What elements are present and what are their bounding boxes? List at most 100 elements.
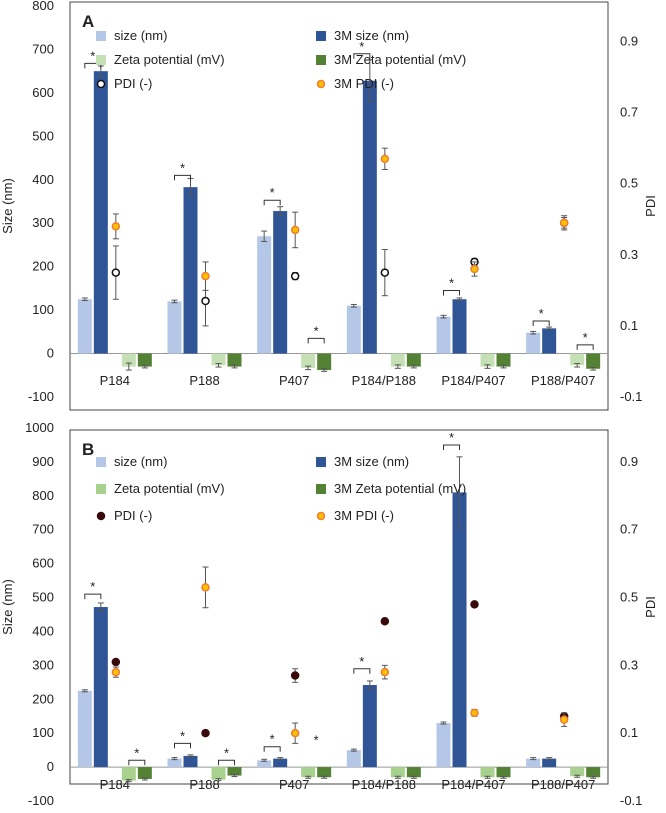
y-tick-label: -100 [28, 793, 54, 808]
panel-letter: B [82, 440, 94, 459]
significance-bracket [443, 444, 460, 450]
bar-3m-zeta-potential-mv- [137, 767, 152, 779]
bar-3m-size-nm- [273, 758, 288, 768]
pdi-marker-initial [201, 728, 210, 738]
bar-3m-size-nm- [452, 492, 467, 768]
pdi-marker-initial [111, 657, 121, 667]
pdi-marker-3m [380, 667, 390, 677]
significance-star: * [314, 323, 319, 338]
pdi-marker-3m [470, 264, 479, 274]
pdi-marker-3m [559, 218, 569, 228]
significance-star: * [314, 732, 319, 747]
significance-bracket [353, 53, 371, 59]
y-tick-label: 700 [32, 41, 54, 56]
pdi-marker-initial [290, 671, 300, 680]
panel-a: -100 0 100 200 300 400 500 600 700 800 -0.1 0.1 0.3 0… [0, 0, 658, 411]
significance-star: * [539, 306, 544, 321]
y-tick-label: 500 [32, 590, 54, 605]
legend-swatch [316, 457, 326, 467]
significance-bracket [443, 290, 460, 296]
y2-tick-label: 0.5 [620, 590, 638, 605]
pdi-marker-initial [290, 271, 300, 281]
bar-3m-size-nm- [362, 685, 377, 768]
legend-label: 3M size (nm) [334, 454, 409, 469]
y-tick-label: 300 [32, 657, 54, 672]
legend-label: PDI (-) [114, 76, 152, 91]
legend-swatch [96, 55, 106, 65]
significance-bracket [218, 759, 235, 766]
y2-tick-label: 0.7 [620, 105, 638, 120]
bar-3m-size-nm- [542, 758, 557, 768]
bar-3m-size-nm- [273, 211, 288, 354]
pdi-marker-3m [201, 271, 210, 281]
y-tick-label: 0 [47, 346, 54, 361]
significance-star: * [224, 745, 229, 760]
significance-star: * [359, 39, 364, 54]
bar-zeta-potential-mv- [211, 767, 226, 780]
bar-size-nm- [346, 750, 361, 768]
legend-swatch [96, 31, 106, 41]
bar-size-nm- [526, 758, 541, 768]
bar-size-nm- [77, 690, 92, 768]
bar-size-nm- [257, 236, 272, 354]
category-label: P188 [189, 777, 219, 792]
y-tick-label: 700 [32, 522, 54, 537]
bar-3m-zeta-potential-mv- [496, 353, 511, 367]
bar-zeta-potential-mv- [121, 767, 136, 781]
bar-3m-size-nm- [93, 607, 108, 768]
legend-label: 3M Zeta potential (mV) [334, 52, 466, 67]
legend-swatch [316, 55, 326, 65]
y2-axis-title: PDI [643, 596, 658, 618]
significance-star: * [90, 579, 95, 594]
significance-star: * [583, 330, 588, 345]
significance-bracket [263, 746, 281, 752]
bar-3m-zeta-potential-mv- [137, 353, 152, 367]
legend-marker [316, 79, 326, 89]
y-tick-label: 400 [32, 172, 54, 187]
significance-bracket [84, 62, 102, 69]
legend-marker [316, 511, 326, 521]
y2-tick-label: 0.1 [620, 725, 638, 740]
y-tick-label: 600 [32, 556, 54, 571]
bar-3m-zeta-potential-mv- [317, 353, 332, 371]
category-label: P184/P188 [352, 777, 416, 792]
significance-star: * [270, 185, 275, 200]
pdi-marker-3m [201, 583, 210, 592]
pdi-marker-initial [380, 268, 390, 277]
pdi-marker-3m [111, 667, 121, 677]
significance-bracket [84, 593, 102, 600]
y2-tick-label: 0.3 [620, 657, 638, 672]
pdi-marker-3m [380, 154, 390, 164]
y2-tick-label: 0.7 [620, 522, 638, 537]
y-tick-label: 200 [32, 691, 54, 706]
bar-zeta-potential-mv- [390, 353, 405, 367]
pdi-marker-3m [559, 715, 569, 724]
y-tick-label: 400 [32, 623, 54, 638]
legend-swatch [316, 484, 326, 494]
bar-zeta-potential-mv- [570, 353, 585, 366]
significance-bracket [174, 742, 191, 749]
category-label: P407 [279, 777, 309, 792]
significance-bracket [174, 174, 191, 181]
pdi-marker-3m [290, 225, 300, 235]
y-tick-label: 1000 [25, 420, 54, 435]
bar-3m-zeta-potential-mv- [227, 767, 242, 776]
bar-3m-zeta-potential-mv- [406, 353, 421, 367]
bar-size-nm- [436, 316, 451, 354]
panel-letter: A [82, 12, 94, 31]
legend-label: PDI (-) [114, 508, 152, 523]
significance-bracket [532, 320, 550, 326]
pdi-marker-3m [470, 708, 479, 718]
pdi-marker-initial [201, 296, 210, 306]
bar-zeta-potential-mv- [301, 353, 316, 368]
significance-star: * [270, 732, 275, 747]
bar-3m-zeta-potential-mv- [496, 767, 511, 778]
y-tick-label: 100 [32, 725, 54, 740]
significance-bracket [128, 759, 146, 766]
bar-size-nm- [167, 758, 182, 768]
significance-star: * [180, 728, 185, 743]
legend-swatch [96, 457, 106, 467]
pdi-marker-initial [111, 268, 121, 277]
